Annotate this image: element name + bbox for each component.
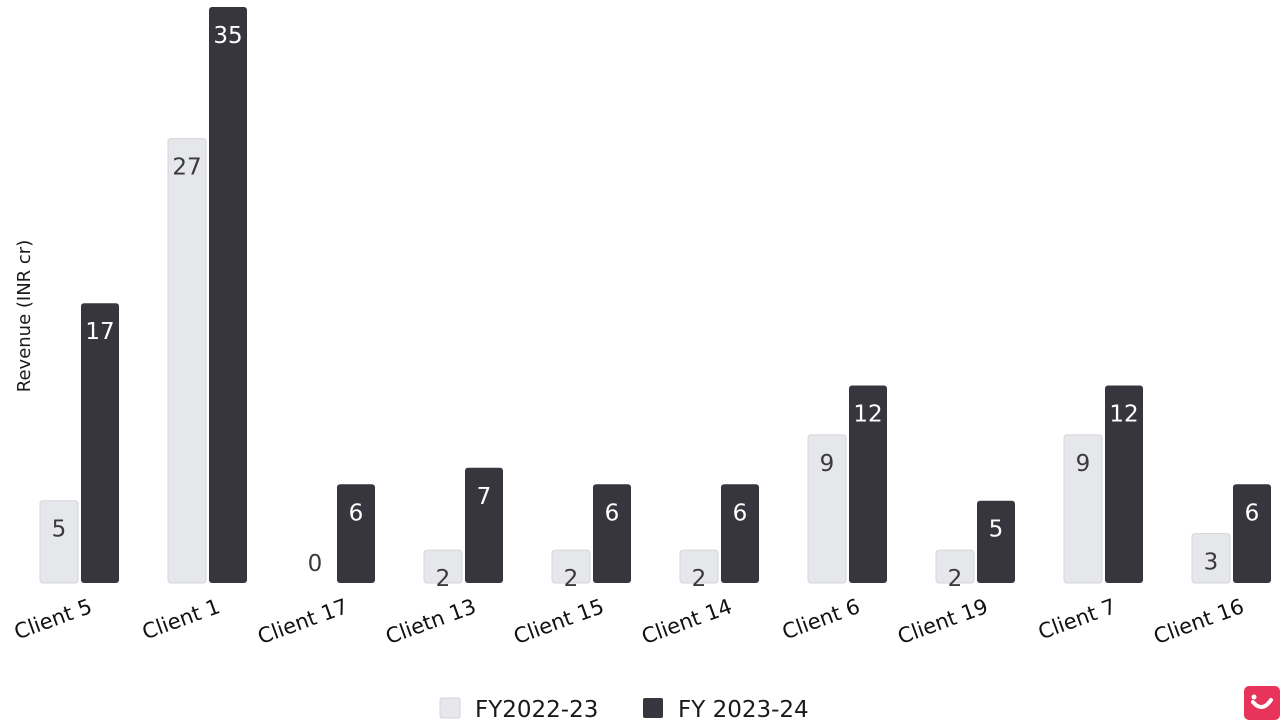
x-tick-label: Client 16 <box>1150 594 1247 649</box>
bar-fy2023-24 <box>593 484 631 583</box>
bar-fy2023-24 <box>849 385 887 583</box>
data-label: 9 <box>820 451 835 477</box>
bar-fy2022-23 <box>167 138 207 584</box>
bar-fy2023-24 <box>337 484 375 583</box>
data-label: 7 <box>477 484 492 510</box>
x-tick-label: Client 6 <box>779 594 863 644</box>
bar-fy2022-23 <box>423 549 463 584</box>
bar-fy2022-23 <box>679 549 719 584</box>
bar-fy2022-23 <box>935 549 975 584</box>
data-label: 17 <box>85 319 114 345</box>
x-tick-label: Client 19 <box>894 594 991 649</box>
bar-fy2022-23 <box>807 434 847 584</box>
y-axis-title: Revenue (INR cr) <box>14 240 35 392</box>
legend-swatch <box>643 698 663 718</box>
x-tick-label: Client 14 <box>638 594 735 649</box>
data-label: 6 <box>733 500 748 526</box>
bar-fy2023-24 <box>977 500 1015 583</box>
data-label: 6 <box>605 500 620 526</box>
bar-fy2023-24 <box>721 484 759 583</box>
data-label: 2 <box>436 566 451 592</box>
data-label: 6 <box>1245 500 1260 526</box>
bar-fy2023-24 <box>1105 385 1143 583</box>
x-tick-label: Client 5 <box>11 594 95 644</box>
bar-fy2023-24 <box>81 303 119 583</box>
bar-fy2022-23 <box>551 549 591 584</box>
data-label: 2 <box>564 566 579 592</box>
x-tick-label: Clietn 13 <box>382 594 479 649</box>
bars-group <box>39 7 1271 584</box>
data-label: 12 <box>853 402 882 428</box>
bar-fy2023-24 <box>465 467 503 583</box>
x-tick-label: Client 17 <box>254 594 351 649</box>
data-label: 6 <box>349 500 364 526</box>
legend-swatch <box>439 697 461 719</box>
legend-label: FY 2023-24 <box>678 697 809 720</box>
bar-fy2022-23 <box>1191 533 1231 584</box>
bar-fy2023-24 <box>1233 484 1271 583</box>
bar-fy2022-23 <box>39 500 79 584</box>
data-label: 12 <box>1109 402 1138 428</box>
x-tick-label: Client 15 <box>510 594 607 649</box>
data-label: 5 <box>989 517 1004 543</box>
data-label: 0 <box>308 551 323 577</box>
data-label: 2 <box>948 566 963 592</box>
data-label: 3 <box>1204 550 1219 576</box>
data-label: 27 <box>172 155 201 181</box>
legend-label: FY2022-23 <box>475 697 598 720</box>
bar-fy2022-23 <box>1063 434 1103 584</box>
data-label: 9 <box>1076 451 1091 477</box>
data-label: 2 <box>692 566 707 592</box>
x-tick-label: Client 7 <box>1035 594 1119 644</box>
data-label: 5 <box>52 517 67 543</box>
brand-logo-icon <box>1244 686 1280 720</box>
x-tick-label: Client 1 <box>139 594 223 644</box>
data-label-halo <box>301 549 329 577</box>
legend: FY2022-23 FY 2023-24 <box>439 697 809 720</box>
bar-fy2023-24 <box>209 7 247 583</box>
x-tick-labels-group: Client 5 Client 1 Client 17 Clietn 13 Client… <box>11 594 1247 649</box>
data-label: 35 <box>213 23 242 49</box>
